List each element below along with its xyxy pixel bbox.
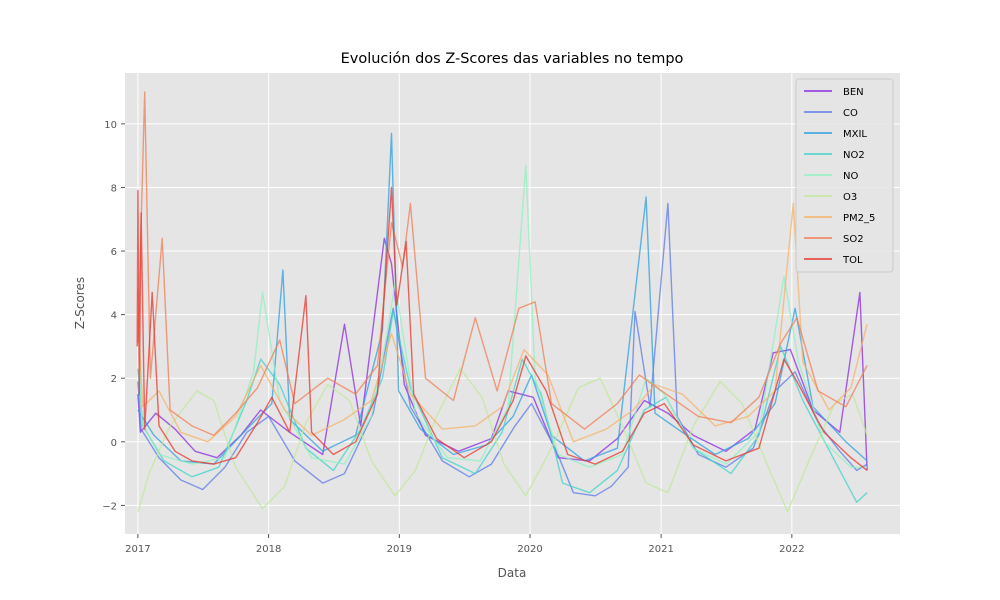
y-tick-label: −2 xyxy=(102,501,117,512)
x-tick-label: 2022 xyxy=(779,544,804,555)
y-tick-label: 10 xyxy=(104,120,117,131)
legend-label: SO2 xyxy=(843,234,864,245)
y-axis-label: Z-Scores xyxy=(73,277,87,329)
series-lines xyxy=(136,91,868,513)
legend-label: MXIL xyxy=(843,129,867,140)
series-line-o3 xyxy=(137,368,868,513)
y-tick-label: 0 xyxy=(111,438,117,449)
legend: BEN CO MXIL NO2 NO O3 PM2_5 SO2 TOL xyxy=(795,78,894,273)
legend-label: TOL xyxy=(842,255,863,266)
x-axis-label: Data xyxy=(498,566,527,580)
legend-label: CO xyxy=(843,108,858,119)
plot-area xyxy=(125,73,900,534)
series-line-no2 xyxy=(137,310,868,503)
legend-label: NO xyxy=(843,171,858,182)
y-tick-label: 4 xyxy=(111,311,117,322)
axis-ticks: −2 0 2 4 6 8 10 2017 2018 2019 2020 2021 2022 xyxy=(102,120,804,555)
y-tick-label: 6 xyxy=(111,247,117,258)
x-tick-label: 2020 xyxy=(517,544,542,555)
x-tick-label: 2019 xyxy=(387,544,412,555)
series-line-tol xyxy=(136,186,868,471)
x-tick-label: 2018 xyxy=(256,544,281,555)
legend-label: PM2_5 xyxy=(843,213,875,224)
y-tick-label: 8 xyxy=(111,183,117,194)
x-tick-label: 2021 xyxy=(648,544,673,555)
legend-label: BEN xyxy=(843,87,864,98)
x-tick-label: 2017 xyxy=(125,544,150,555)
legend-label: O3 xyxy=(843,192,857,203)
series-line-co xyxy=(137,202,868,497)
legend-box xyxy=(795,78,894,273)
legend-label: NO2 xyxy=(843,150,865,161)
y-tick-label: 2 xyxy=(111,374,117,385)
series-line-so2 xyxy=(137,91,868,437)
chart-title: Evolución dos Z-Scores das variables no … xyxy=(341,51,684,67)
